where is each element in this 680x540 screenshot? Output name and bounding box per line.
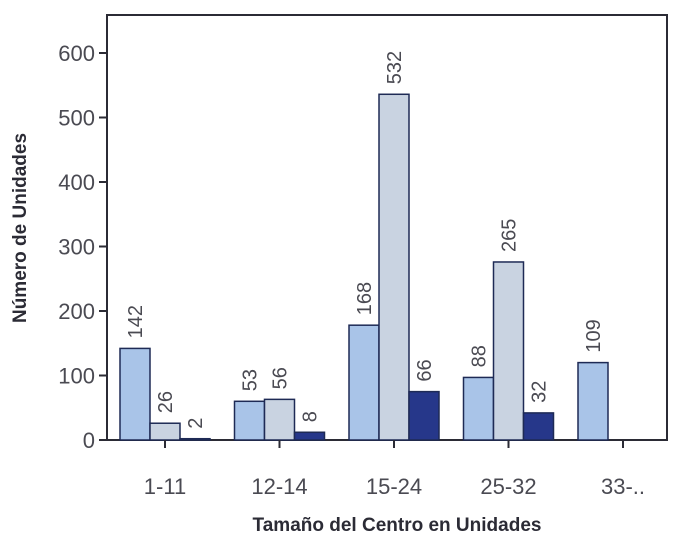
bar-value-label: 53 bbox=[240, 369, 262, 391]
bar bbox=[462, 376, 495, 441]
x-axis-title: Tamaño del Centro en Unidades bbox=[253, 515, 542, 536]
bar-value-label: 2 bbox=[185, 418, 207, 429]
bar-value-label: 142 bbox=[125, 305, 147, 338]
y-tick-label: 400 bbox=[58, 170, 95, 195]
x-tick-label: 25-32 bbox=[480, 474, 536, 499]
bar bbox=[408, 390, 440, 441]
x-tick-label: 12-14 bbox=[251, 474, 307, 499]
bar-value-label: 26 bbox=[155, 391, 177, 413]
x-axis: 1-11 12-14 15-24 25-32 33-.. bbox=[144, 440, 645, 499]
y-tick-label: 100 bbox=[58, 364, 95, 389]
bars bbox=[119, 93, 609, 441]
bar-value-label: 88 bbox=[469, 345, 491, 367]
bar bbox=[233, 400, 266, 441]
bar bbox=[348, 324, 380, 441]
bar bbox=[293, 431, 326, 441]
x-tick-label: 15-24 bbox=[366, 474, 422, 499]
bar bbox=[522, 412, 555, 441]
y-tick-label: 500 bbox=[58, 106, 95, 131]
y-tick-label: 600 bbox=[58, 41, 95, 66]
bar-value-label: 56 bbox=[270, 367, 292, 389]
bar-value-label: 168 bbox=[354, 282, 376, 315]
bar-value-label: 8 bbox=[300, 411, 322, 422]
y-tick-label: 300 bbox=[58, 235, 95, 260]
bar-value-label: 66 bbox=[414, 359, 436, 381]
value-labels: 142 26 2 53 56 8 168 532 66 88 265 32 109 bbox=[125, 51, 605, 429]
x-tick-label: 33-.. bbox=[601, 474, 645, 499]
bar bbox=[492, 261, 525, 441]
bar bbox=[149, 422, 181, 441]
bar bbox=[378, 93, 410, 441]
bar bbox=[179, 437, 211, 441]
y-tick-label: 0 bbox=[83, 428, 95, 453]
bar-value-label: 532 bbox=[384, 51, 406, 84]
bar-value-label: 109 bbox=[583, 319, 605, 352]
y-axis: 0 100 200 300 400 500 600 bbox=[58, 41, 107, 453]
bar bbox=[119, 347, 151, 441]
bar bbox=[577, 361, 609, 441]
bar-value-label: 265 bbox=[499, 219, 521, 252]
y-axis-title: Número de Unidades bbox=[10, 133, 31, 323]
bar-value-label: 32 bbox=[529, 381, 551, 403]
x-tick-label: 1-11 bbox=[144, 474, 186, 499]
bar bbox=[263, 398, 296, 441]
y-tick-label: 200 bbox=[58, 299, 95, 324]
